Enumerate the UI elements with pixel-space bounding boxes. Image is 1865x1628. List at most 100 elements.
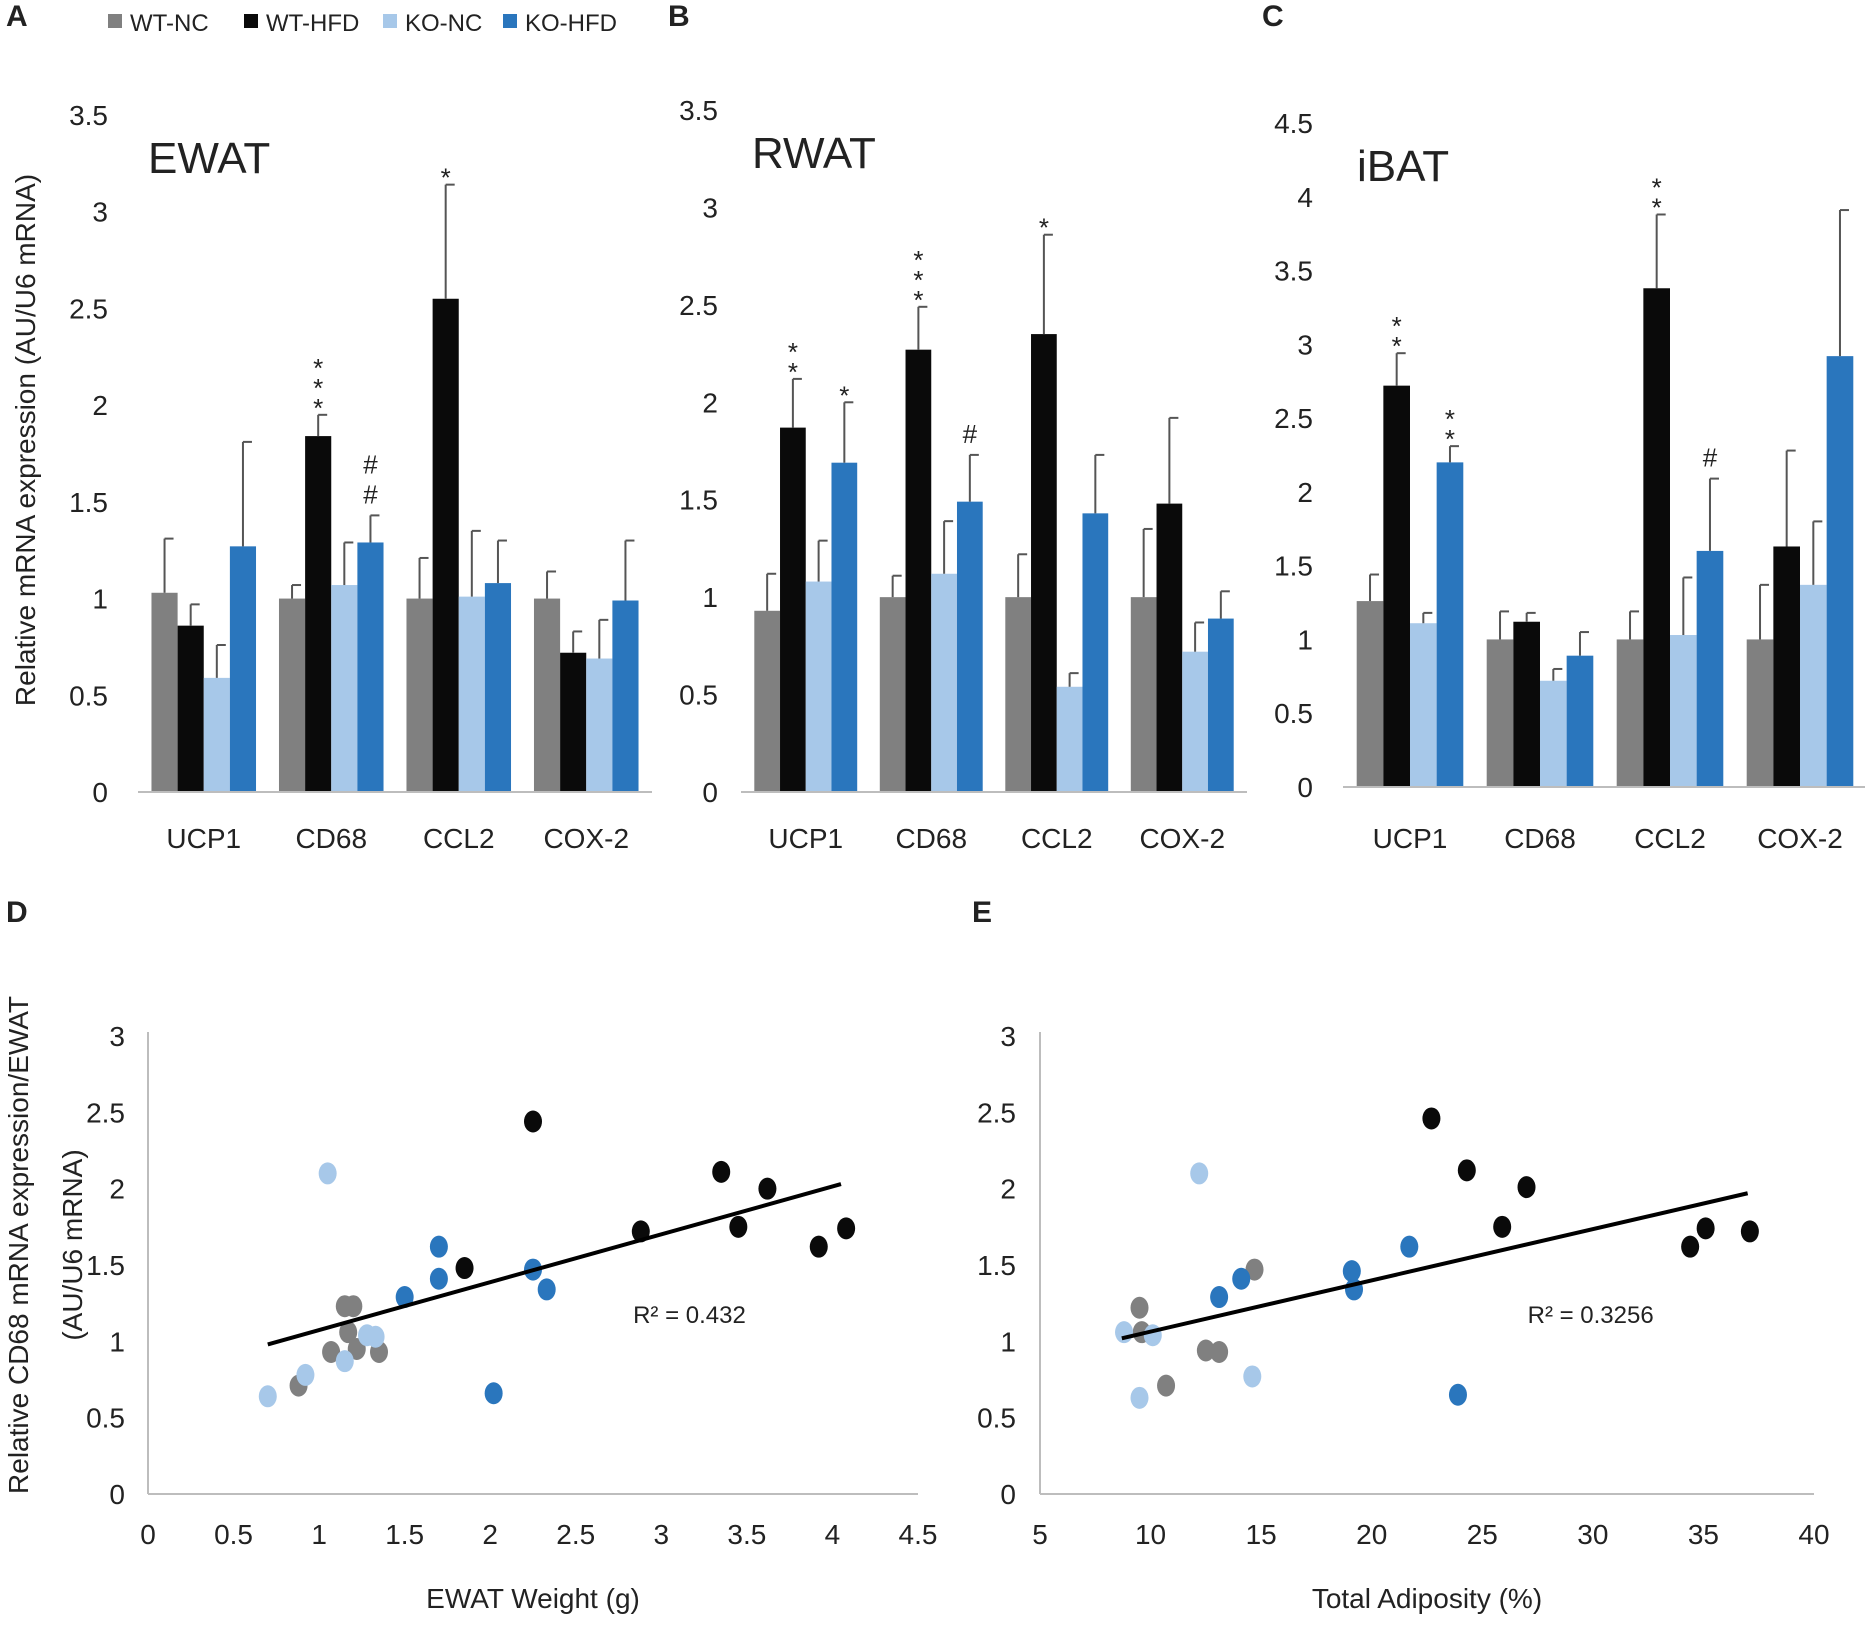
panel-e-xtick-15: 15 — [1246, 1519, 1277, 1550]
panel-d-point-wt-hfd-5 — [758, 1177, 777, 1200]
panel-a-ytick-0: 0 — [92, 777, 108, 808]
panel-a-sig-cd68-ko-hfd-0: # — [363, 449, 378, 479]
panel-e-point-wt-nc-0 — [1130, 1296, 1149, 1319]
panel-b-bar-ucp1-wt-nc — [754, 610, 781, 792]
panel-b-ytick-1-5: 1.5 — [679, 485, 718, 516]
panel-d-xtick-2-5: 2.5 — [556, 1519, 595, 1550]
panel-b-ytick-3: 3 — [702, 192, 718, 223]
panel-d-xtick-0-5: 0.5 — [214, 1519, 253, 1550]
panel-e-point-wt-hfd-3 — [1517, 1176, 1536, 1199]
panel-b-ytick-0: 0 — [702, 777, 718, 808]
panel-d-point-ko-hfd-2 — [429, 1267, 448, 1290]
panel-c-ytick-4: 4 — [1297, 182, 1313, 213]
panel-e-xtick-25: 25 — [1467, 1519, 1498, 1550]
panel-b-bar-ucp1-ko-nc — [805, 581, 832, 792]
panel-d-x-axis-label: EWAT Weight (g) — [426, 1583, 640, 1614]
panel-b-sig-cd68-wt-hfd-2: * — [913, 285, 923, 315]
panel-a-ytick-2-5: 2.5 — [69, 293, 108, 324]
panel-a-title: EWAT — [148, 134, 270, 183]
legend-swatch-ko-nc — [383, 14, 397, 28]
panel-a-bar-ucp1-wt-hfd — [177, 625, 204, 792]
panel-c-sig-ucp1-ko-hfd-1: * — [1445, 424, 1455, 454]
panel-c-bar-ucp1-wt-hfd — [1383, 385, 1410, 787]
panel-d-point-wt-hfd-4 — [729, 1215, 748, 1238]
panel-d-r-squared: R² = 0.432 — [633, 1302, 746, 1329]
panel-e-point-ko-hfd-5 — [1448, 1383, 1467, 1406]
panel-d-point-ko-nc-2 — [318, 1162, 337, 1185]
panel-d-ytick-0-5: 0.5 — [86, 1403, 125, 1434]
panel-c-bar-ucp1-ko-hfd — [1436, 462, 1464, 787]
panel-e-ytick-0: 0 — [1000, 1479, 1016, 1510]
panel-a-bar-ucp1-ko-nc — [203, 677, 230, 792]
panel-a-ytick-3-5: 3.5 — [69, 100, 108, 131]
panel-e-ytick-3: 3 — [1000, 1021, 1016, 1052]
panel-b-bar-cd68-ko-nc — [931, 573, 957, 792]
legend-swatch-ko-hfd — [503, 14, 517, 28]
panel-a-xlabel-cd68: CD68 — [295, 823, 367, 854]
panel-e-point-ko-hfd-1 — [1232, 1267, 1251, 1290]
panel-b-bar-cox-2-wt-nc — [1130, 597, 1157, 792]
panel-b-xlabel-ucp1: UCP1 — [768, 823, 843, 854]
panel-b-xlabel-cd68: CD68 — [895, 823, 967, 854]
panel-c-bar-ucp1-ko-nc — [1410, 623, 1437, 787]
panel-d-point-ko-hfd-1 — [429, 1235, 448, 1258]
panel-e-point-ko-nc-0 — [1115, 1321, 1134, 1344]
panel-e-xtick-20: 20 — [1356, 1519, 1387, 1550]
panel-letter-b: B — [668, 0, 690, 33]
scatter-y-axis-label-line1: Relative CD68 mRNA expression/EWAT — [3, 996, 34, 1494]
panel-d-point-wt-hfd-7 — [837, 1217, 856, 1240]
panel-c-bar-ccl2-wt-nc — [1616, 639, 1644, 787]
panel-c-ytick-3-5: 3.5 — [1274, 256, 1313, 287]
panel-c-bar-ccl2-ko-hfd — [1696, 550, 1724, 787]
panel-b-sig-ucp1-wt-hfd-0: * — [788, 337, 798, 367]
panel-e-ytick-2-5: 2.5 — [977, 1097, 1016, 1128]
panel-c-bar-cox-2-wt-nc — [1746, 639, 1774, 787]
panel-b-sig-ucp1-wt-hfd-1: * — [788, 357, 798, 387]
legend-swatch-wt-hfd — [244, 14, 258, 28]
panel-b-bar-cd68-wt-hfd — [905, 349, 932, 792]
panel-d-ytick-2: 2 — [109, 1174, 125, 1205]
legend-label-wt-nc: WT-NC — [130, 10, 209, 37]
panel-c-bar-cox-2-wt-hfd — [1773, 546, 1800, 787]
panel-b-xlabel-ccl2: CCL2 — [1021, 823, 1093, 854]
panel-e-point-wt-nc-5 — [1245, 1258, 1264, 1281]
panel-d-point-ko-nc-3 — [335, 1350, 354, 1373]
panel-d-point-wt-nc-4 — [344, 1295, 363, 1318]
panel-d-point-wt-nc-3 — [339, 1321, 358, 1344]
panel-e-point-wt-hfd-0 — [1422, 1107, 1441, 1130]
panel-e-trendline — [1121, 1191, 1749, 1341]
panel-d-point-ko-nc-5 — [366, 1325, 385, 1348]
panel-d-trendline — [267, 1182, 842, 1347]
panel-d-ytick-1-5: 1.5 — [86, 1250, 125, 1281]
panel-a-bar-cd68-ko-hfd — [357, 542, 384, 792]
panel-d-ytick-1: 1 — [109, 1326, 125, 1357]
panel-a-bar-cox-2-wt-nc — [533, 598, 561, 792]
panel-e-x-axis-label: Total Adiposity (%) — [1312, 1583, 1542, 1614]
panel-b-bar-cox-2-ko-hfd — [1207, 618, 1234, 792]
panel-d-xtick-3: 3 — [654, 1519, 670, 1550]
legend-label-ko-hfd: KO-HFD — [525, 10, 617, 37]
panel-c-xlabel-ucp1: UCP1 — [1373, 823, 1448, 854]
panel-d-point-ko-hfd-5 — [537, 1278, 556, 1301]
panel-d-point-wt-hfd-3 — [712, 1160, 731, 1183]
panel-a-ytick-0-5: 0.5 — [69, 680, 108, 711]
panel-b-ytick-2: 2 — [702, 387, 718, 418]
panel-a-bar-ccl2-ko-hfd — [484, 583, 512, 792]
panel-c-bar-cd68-ko-nc — [1540, 680, 1567, 787]
panel-a-ytick-1: 1 — [92, 584, 108, 615]
panel-b-bar-ccl2-ko-hfd — [1082, 513, 1109, 792]
panel-a-sig-cd68-wt-hfd-2: * — [313, 393, 323, 423]
panel-c-sig-ucp1-ko-hfd-0: * — [1445, 404, 1455, 434]
panel-b-bar-ccl2-wt-hfd — [1031, 334, 1057, 792]
panel-b-bar-ucp1-ko-hfd — [831, 462, 858, 792]
panel-d-point-ko-hfd-3 — [484, 1382, 503, 1405]
panel-a-xlabel-cox-2: COX-2 — [543, 823, 629, 854]
panel-e-ytick-0-5: 0.5 — [977, 1403, 1016, 1434]
panel-c-xlabel-ccl2: CCL2 — [1634, 823, 1706, 854]
panel-c-bar-ccl2-wt-hfd — [1643, 288, 1670, 787]
panel-c-sig-ucp1-wt-hfd-1: * — [1392, 331, 1402, 361]
legend-label-wt-hfd: WT-HFD — [266, 10, 359, 37]
panel-d-point-wt-hfd-0 — [455, 1257, 474, 1280]
panel-a-ytick-3: 3 — [92, 197, 108, 228]
panel-b-sig-cd68-wt-hfd-0: * — [913, 245, 923, 275]
